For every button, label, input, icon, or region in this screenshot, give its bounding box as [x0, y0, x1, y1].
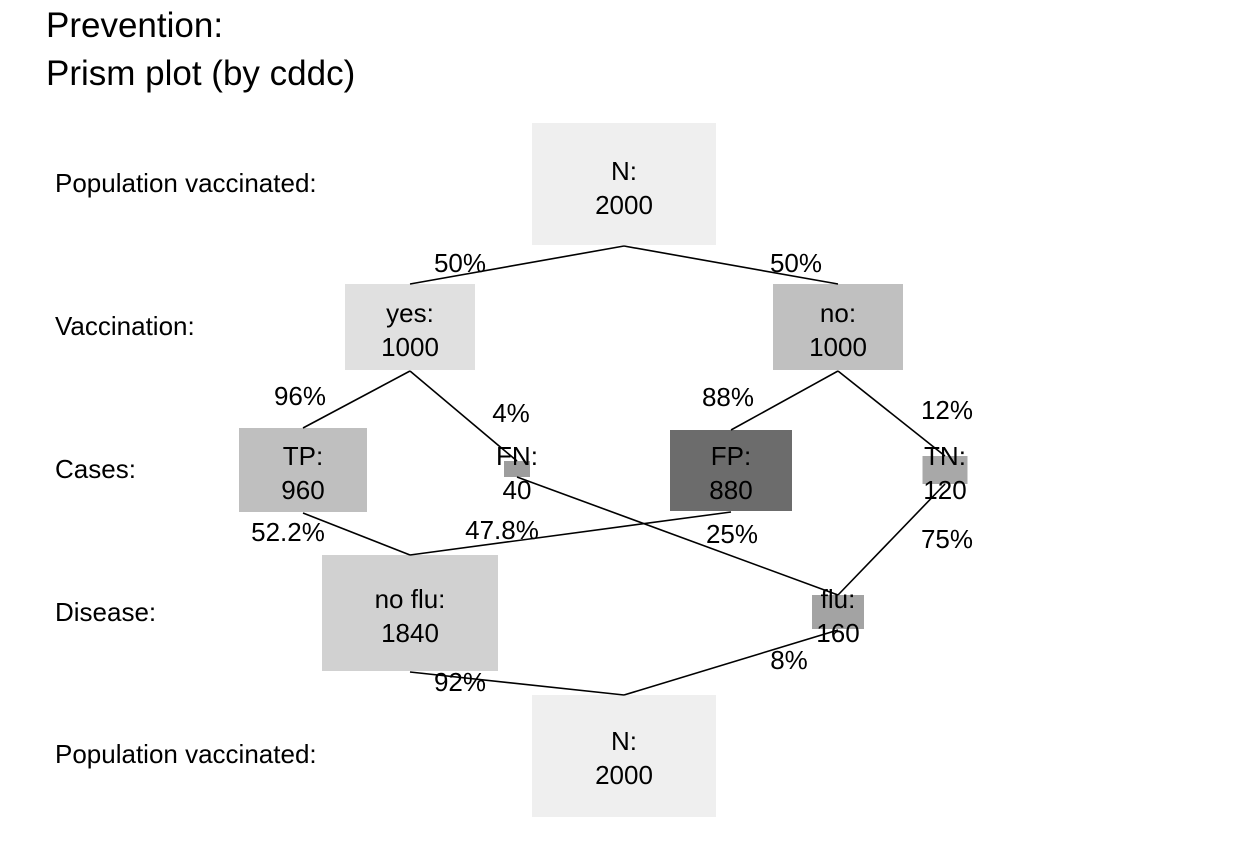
node-label-value: 40	[503, 475, 532, 505]
edge-label-no-tn: 12%	[921, 395, 973, 425]
node-box-n-top	[532, 123, 716, 245]
row-label-population-bottom: Population vaccinated:	[55, 739, 317, 769]
row-label-cases: Cases:	[55, 454, 136, 484]
node-label-value: 960	[281, 475, 324, 505]
edge-labels: 50% 50% 96% 4% 88% 12% 52.2% 47.8% 25% 75% 92% 8%	[251, 248, 973, 697]
edge-line-noflu-bottom	[409, 671, 625, 696]
edge-line-fn-flu	[516, 476, 839, 596]
node-label-name: flu:	[821, 584, 856, 614]
row-label-disease: Disease:	[55, 597, 157, 627]
edge-line-yes-fn	[409, 370, 518, 462]
node-box-fp	[670, 430, 792, 511]
edge-line-fp-noflu	[409, 511, 732, 556]
node-label-value: 1000	[809, 332, 867, 362]
edge-line-top-yes	[409, 245, 625, 285]
edge-line-tn-flu	[837, 483, 946, 596]
edge-label-yes-tp: 96%	[274, 381, 326, 411]
edge-label-fp-noflu: 47.8%	[465, 515, 539, 545]
node-labels: N: 2000 yes: 1000 no: 1000 TP: 960 FN: 40 FP: 880 TN…	[281, 156, 966, 790]
edge-label-top-yes: 50%	[434, 248, 486, 278]
edge-line-no-fp	[730, 370, 839, 431]
node-label-value: 1840	[381, 618, 439, 648]
node-label-name: FP:	[711, 441, 751, 471]
node-box-noflu	[322, 555, 498, 671]
edge-line-flu-bottom	[623, 629, 839, 696]
node-box-n-bottom	[532, 695, 716, 817]
node-label-tp: TP: 960	[281, 441, 324, 505]
row-label-population-top: Population vaccinated:	[55, 168, 317, 198]
node-label-n-top: N: 2000	[595, 156, 653, 220]
node-box-tn	[922, 456, 968, 484]
node-box-flu	[812, 595, 864, 629]
node-label-name: no flu:	[375, 584, 446, 614]
node-label-name: yes:	[386, 298, 434, 328]
node-label-flu: flu: 160	[816, 584, 859, 648]
edge-label-top-no: 50%	[770, 248, 822, 278]
node-label-value: 2000	[595, 760, 653, 790]
edge-label-noflu-bottom: 92%	[434, 667, 486, 697]
node-label-name: N:	[611, 726, 637, 756]
edge-label-yes-fn: 4%	[492, 398, 530, 428]
node-box-tp	[239, 428, 367, 512]
edge-lines	[302, 245, 946, 696]
node-label-yes: yes: 1000	[381, 298, 439, 362]
edge-label-tn-flu: 75%	[921, 524, 973, 554]
node-label-value: 160	[816, 618, 859, 648]
edge-label-tp-noflu: 52.2%	[251, 517, 325, 547]
node-label-n-bottom: N: 2000	[595, 726, 653, 790]
diagram-title-line-2: Prism plot (by cddc)	[46, 54, 356, 93]
edge-label-no-fp: 88%	[702, 382, 754, 412]
node-label-no: no: 1000	[809, 298, 867, 362]
row-label-vaccination: Vaccination:	[55, 311, 195, 341]
node-label-value: 880	[709, 475, 752, 505]
node-label-value: 1000	[381, 332, 439, 362]
edge-line-top-no	[623, 245, 839, 285]
edge-line-no-tn	[837, 370, 946, 457]
node-label-value: 120	[923, 475, 966, 505]
diagram-title-line-1: Prevention:	[46, 6, 224, 45]
node-label-value: 2000	[595, 190, 653, 220]
edge-label-fn-flu: 25%	[706, 519, 758, 549]
node-label-noflu: no flu: 1840	[375, 584, 446, 648]
node-label-name: FN:	[496, 441, 538, 471]
node-box-yes	[345, 284, 475, 370]
node-label-tn: TN: 120	[923, 441, 966, 505]
node-label-fp: FP: 880	[709, 441, 752, 505]
node-boxes	[239, 123, 968, 817]
edge-line-yes-tp	[302, 370, 411, 429]
node-box-no	[773, 284, 903, 370]
edge-line-tp-noflu	[302, 512, 411, 556]
edge-label-flu-bottom: 8%	[770, 645, 808, 675]
node-label-name: TP:	[283, 441, 323, 471]
node-label-fn: FN: 40	[496, 441, 538, 505]
node-label-name: TN:	[924, 441, 966, 471]
node-box-fn	[504, 461, 530, 477]
node-label-name: N:	[611, 156, 637, 186]
node-label-name: no:	[820, 298, 856, 328]
